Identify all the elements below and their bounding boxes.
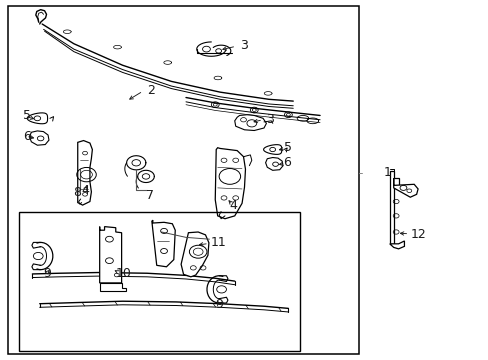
Text: 7: 7 — [146, 189, 154, 202]
Polygon shape — [29, 131, 49, 145]
Text: 6: 6 — [283, 156, 291, 169]
Polygon shape — [100, 283, 126, 291]
Text: 3: 3 — [239, 39, 247, 52]
Text: 4: 4 — [81, 184, 89, 197]
Bar — [19, 212, 299, 351]
Polygon shape — [389, 171, 398, 244]
Polygon shape — [389, 241, 404, 249]
Text: 10: 10 — [115, 267, 131, 280]
Text: 12: 12 — [409, 228, 425, 241]
Text: 6: 6 — [22, 130, 30, 144]
Polygon shape — [234, 115, 266, 131]
Text: 9: 9 — [215, 298, 223, 311]
Polygon shape — [78, 140, 92, 205]
Polygon shape — [265, 158, 283, 170]
Text: 5: 5 — [22, 109, 31, 122]
Text: 9: 9 — [43, 267, 51, 280]
Text: 2: 2 — [147, 84, 155, 97]
Text: 4: 4 — [229, 199, 237, 212]
Text: 1: 1 — [383, 166, 390, 179]
Polygon shape — [181, 232, 208, 277]
Polygon shape — [215, 148, 245, 219]
Text: 3: 3 — [266, 113, 274, 126]
Text: 8: 8 — [73, 186, 81, 199]
Polygon shape — [393, 178, 417, 197]
Bar — [8, 6, 358, 354]
Polygon shape — [100, 226, 122, 283]
Text: 11: 11 — [210, 236, 225, 249]
Polygon shape — [152, 220, 175, 267]
Text: 5: 5 — [283, 141, 291, 154]
